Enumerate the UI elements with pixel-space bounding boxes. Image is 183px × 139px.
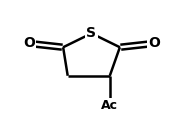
Text: S: S — [87, 26, 96, 40]
Text: Ac: Ac — [101, 99, 118, 112]
Text: O: O — [148, 36, 160, 50]
Text: O: O — [23, 36, 35, 50]
